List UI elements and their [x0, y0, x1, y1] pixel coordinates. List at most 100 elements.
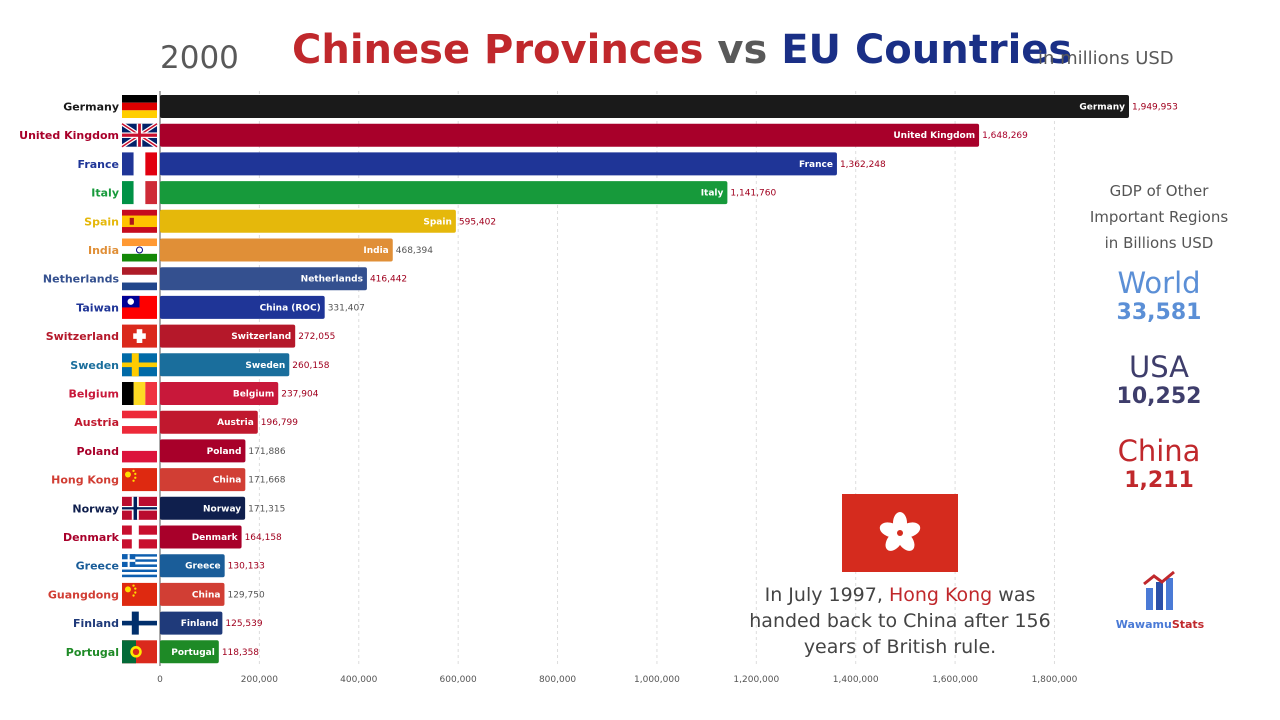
region-world-name: World [1117, 266, 1201, 300]
bar-value-label: 171,668 [248, 476, 285, 486]
bar-inner-label: Italy [701, 189, 724, 199]
flag-greece-icon [122, 554, 157, 578]
flag-taiwan-icon [122, 295, 157, 319]
region-china-name: China [1117, 434, 1201, 468]
flag-uk-icon [120, 122, 159, 149]
flag-netherlands-icon [122, 267, 157, 291]
region-world: World 33,581 [1080, 266, 1238, 325]
bar-inner-label: Poland [207, 447, 242, 457]
bar-value-label: 125,539 [225, 619, 262, 629]
bar [160, 238, 393, 262]
x-tick-label: 600,000 [440, 675, 477, 685]
bar-category-label: Portugal [66, 646, 119, 659]
bar-value-label: 1,648,269 [982, 131, 1028, 141]
bar-inner-label: Netherlands [301, 275, 363, 285]
bar-inner-label: Greece [185, 562, 220, 572]
bar [160, 353, 290, 377]
logo-text: WawamuStats [1110, 618, 1210, 631]
side-heading-line3: in Billions USD [1104, 234, 1214, 252]
bar-category-label: Taiwan [76, 301, 119, 314]
x-tick-label: 0 [157, 675, 163, 685]
flag-switzerland-icon [122, 324, 157, 348]
bar-category-label: Finland [73, 617, 119, 630]
bar-category-label: Spain [84, 215, 119, 228]
x-tick-label: 800,000 [539, 675, 576, 685]
bar-value-label: 164,158 [245, 533, 282, 543]
bar [160, 382, 279, 405]
bar-category-label: France [78, 158, 119, 171]
bar-value-label: 272,055 [298, 332, 335, 342]
bar-value-label: 237,904 [281, 390, 318, 400]
bar-inner-label: Spain [423, 217, 452, 227]
bar-inner-label: Sweden [245, 361, 285, 371]
bar-category-label: Italy [91, 187, 119, 200]
bar-value-label: 331,407 [328, 303, 365, 313]
chart-title: Chinese Provinces vs EU Countries [292, 27, 1072, 73]
wawamustats-logo: WawamuStats [1110, 570, 1210, 631]
bar [160, 267, 367, 291]
bar-value-label: 171,315 [248, 504, 285, 514]
logo-text-wawamu: Wawamu [1115, 618, 1172, 631]
x-tick-label: 1,200,000 [733, 675, 779, 685]
flag-germany-icon [122, 95, 157, 118]
bar-category-label: Belgium [68, 388, 119, 401]
region-usa-name: USA [1128, 350, 1189, 384]
region-china-value: 1,211 [1124, 468, 1194, 493]
bar-inner-label: United Kingdom [893, 131, 975, 141]
bar [160, 152, 837, 176]
flag-sweden-icon [122, 353, 157, 377]
annotation-text: In July 1997, Hong Kong was handed back … [740, 582, 1060, 660]
bar-value-label: 260,158 [292, 361, 329, 371]
bar-category-label: India [88, 244, 119, 257]
x-tick-label: 400,000 [340, 675, 377, 685]
x-tick-label: 200,000 [241, 675, 278, 685]
bar [160, 410, 258, 434]
flag-austria-icon [122, 410, 157, 434]
bar-inner-label: India [363, 246, 388, 256]
bar-category-label: Guangdong [48, 588, 119, 601]
region-usa: USA 10,252 [1080, 350, 1238, 409]
bar-value-label: 118,358 [222, 648, 259, 658]
logo-icon [1143, 570, 1175, 610]
bar-category-label: Norway [72, 502, 119, 515]
flag-belgium-icon [122, 382, 157, 405]
bar-value-label: 416,442 [370, 275, 407, 285]
bar-category-label: Denmark [63, 531, 120, 544]
logo-text-stats: Stats [1171, 618, 1205, 631]
bar-value-label: 129,750 [227, 590, 264, 600]
flag-portugal-icon [122, 640, 157, 664]
bar-category-label: Poland [76, 445, 119, 458]
bar [160, 640, 219, 664]
bar [160, 525, 242, 549]
bar-inner-label: Denmark [192, 533, 239, 543]
title-part-provinces: Chinese Provinces [292, 27, 704, 73]
bar-category-label: United Kingdom [19, 129, 119, 142]
bar-inner-label: China (ROC) [260, 303, 321, 313]
bar [160, 181, 728, 205]
year-label: 2000 [160, 40, 239, 76]
bar [160, 209, 456, 233]
flag-denmark-icon [122, 525, 157, 549]
x-tick-label: 1,400,000 [833, 675, 879, 685]
bar [160, 611, 223, 635]
bar [160, 324, 296, 348]
bar [160, 468, 246, 492]
side-panel-heading: GDP of Other Important Regions in Billio… [1080, 178, 1238, 256]
bar [160, 95, 1129, 118]
flag-india-icon [122, 238, 157, 262]
bar-value-label: 171,886 [248, 447, 285, 457]
bar-category-label: Hong Kong [51, 474, 119, 487]
bauhinia-icon [879, 512, 921, 551]
bar [160, 496, 246, 520]
bar-inner-label: Belgium [233, 390, 274, 400]
x-tick-label: 1,000,000 [634, 675, 680, 685]
bar [160, 554, 225, 578]
bar-value-label: 196,799 [261, 418, 298, 428]
bar-value-label: 1,362,248 [840, 160, 886, 170]
bar-inner-label: Norway [203, 504, 241, 514]
annotation-part1: In July 1997, [764, 584, 883, 606]
bar-category-label: Austria [74, 416, 119, 429]
bar-category-label: Germany [63, 101, 119, 114]
bar [160, 439, 246, 463]
